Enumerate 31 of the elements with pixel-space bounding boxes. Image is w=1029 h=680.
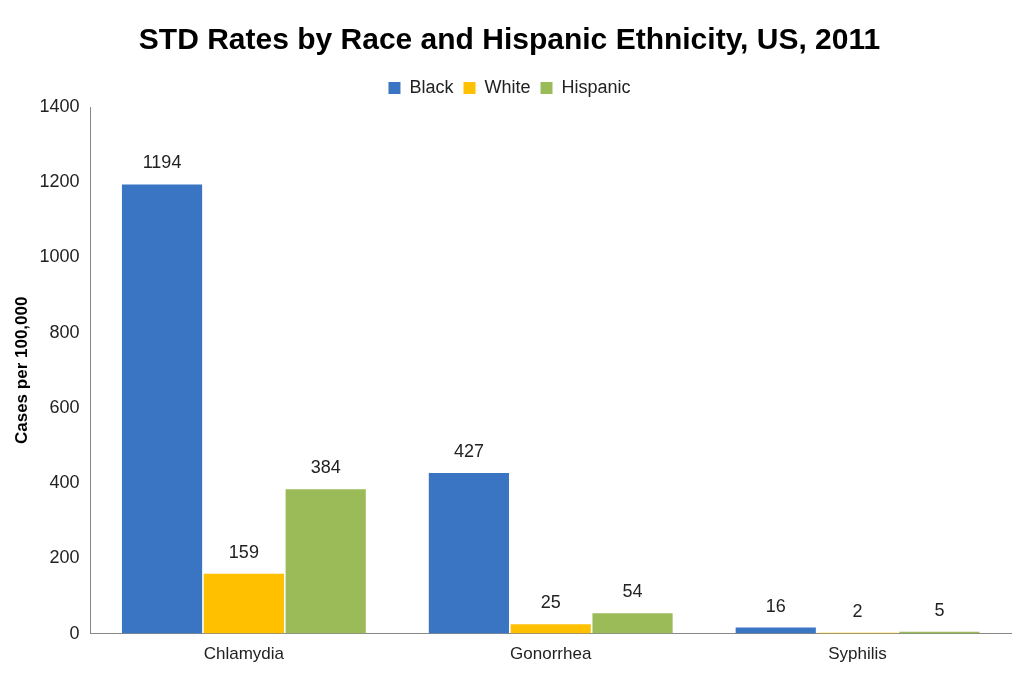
data-label: 427 bbox=[453, 440, 484, 461]
bar bbox=[510, 624, 591, 634]
bar bbox=[203, 573, 284, 634]
data-label: 1194 bbox=[142, 152, 182, 173]
legend-label: White bbox=[484, 76, 531, 97]
y-tick-label: 800 bbox=[49, 321, 80, 342]
data-label: 16 bbox=[765, 595, 786, 616]
x-tick-label: Chlamydia bbox=[203, 644, 285, 664]
legend-label: Hispanic bbox=[561, 76, 631, 97]
x-tick-label: Syphilis bbox=[828, 644, 887, 664]
bar bbox=[428, 472, 509, 634]
legend-label: Black bbox=[409, 76, 455, 97]
bar bbox=[121, 184, 203, 634]
bar bbox=[285, 489, 366, 634]
data-label: 5 bbox=[934, 599, 945, 620]
y-tick-label: 200 bbox=[49, 547, 80, 568]
data-label: 159 bbox=[228, 541, 259, 562]
y-axis-title: Cases per 100,000 bbox=[11, 296, 31, 445]
y-tick-label: 0 bbox=[69, 622, 80, 643]
data-label: 25 bbox=[540, 592, 561, 613]
data-label: 2 bbox=[852, 600, 863, 621]
y-tick-label: 1400 bbox=[39, 95, 80, 116]
bar bbox=[592, 613, 673, 634]
chart-title: STD Rates by Race and Hispanic Ethnicity, US, 2011 bbox=[138, 22, 881, 56]
y-tick-label: 400 bbox=[49, 472, 80, 493]
data-label: 54 bbox=[622, 581, 643, 602]
y-tick-label: 1200 bbox=[39, 171, 80, 192]
y-tick-label: 600 bbox=[49, 396, 80, 417]
x-tick-label: Gonorrhea bbox=[510, 644, 592, 664]
data-label: 384 bbox=[310, 457, 341, 478]
y-tick-label: 1000 bbox=[39, 246, 80, 267]
